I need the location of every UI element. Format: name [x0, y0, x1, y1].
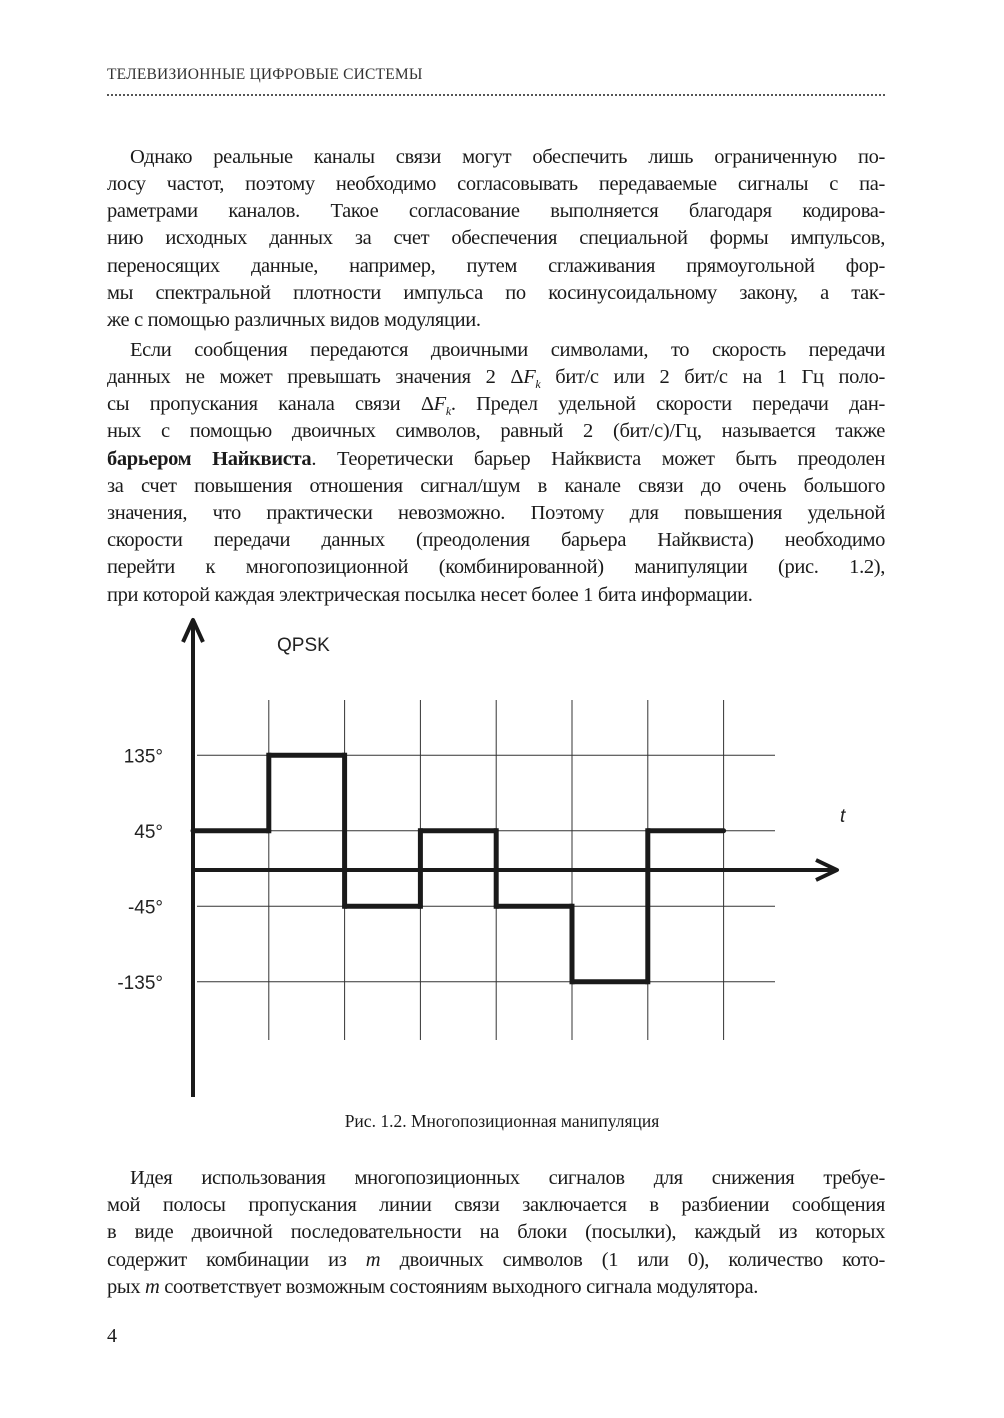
x-axis-arrow-icon [815, 858, 839, 882]
text-line: в виде двоичной последовательности на бл… [107, 1220, 885, 1244]
text-line: перейти к многопозиционной (комбинирован… [107, 555, 885, 579]
text-segment: m [365, 1249, 381, 1271]
text-segment: Однако реальные каналы связи могут обесп… [130, 146, 885, 168]
text-line: же с помощью различных видов модуляции. [107, 308, 885, 332]
text-segment: . Теоретически барьер Найквиста может бы… [311, 448, 885, 470]
text-line: переносящих данные, например, путем сгла… [107, 254, 885, 278]
text-segment: мы спектральной плотности импульса по ко… [107, 282, 885, 304]
text-segment: F [523, 366, 536, 388]
text-line: при которой каждая электрическая посылка… [107, 583, 885, 607]
text-segment: в виде двоичной последовательности на бл… [107, 1221, 885, 1243]
text-line: Идея использования многопозиционных сигн… [130, 1166, 885, 1190]
text-line: ных с помощью двоичных символов, равный … [107, 419, 885, 443]
figure-caption: Рис. 1.2. Многопозиционная манипуляция [344, 1111, 660, 1131]
text-segment: нию исходных данных за счет обеспечения … [107, 227, 885, 249]
text-segment: мой полосы пропускания линии связи заклю… [107, 1194, 885, 1216]
text-line: данных не может превышать значения 2 ΔFk… [107, 365, 886, 392]
text-segment: содержит комбинации из [107, 1249, 366, 1271]
text-line: мы спектральной плотности импульса по ко… [107, 281, 885, 305]
text-segment: ных с помощью двоичных символов, равный … [107, 420, 885, 442]
text-segment: k [445, 404, 451, 419]
text-segment: . Предел удельной скорости передачи дан- [450, 393, 886, 415]
text-line: Если сообщения передаются двоичными симв… [130, 338, 885, 362]
text-segment: m [145, 1276, 160, 1298]
text-line: скорости передачи данных (преодоления ба… [107, 528, 885, 552]
page-number: 4 [107, 1325, 117, 1347]
y-tick-label: 45° [134, 822, 163, 843]
text-line: Однако реальные каналы связи могут обесп… [130, 145, 885, 169]
text-segment: при которой каждая электрическая посылка… [107, 584, 753, 606]
y-tick-label: 135° [124, 746, 163, 767]
text-line: рых m соответствует возможным состояниям… [107, 1275, 885, 1299]
text-segment: Идея использования многопозиционных сигн… [130, 1167, 885, 1189]
text-segment: F [433, 393, 447, 415]
text-line: значения, что практически невозможно. По… [107, 501, 885, 525]
text-segment: k [535, 377, 541, 392]
text-segment: рых [107, 1276, 145, 1298]
text-segment: же с помощью различных видов модуляции. [107, 309, 481, 331]
text-line: барьером Найквиста. Теоретически барьер … [107, 447, 885, 471]
text-segment: за счет повышения отношения сигнал/шум в… [107, 475, 885, 497]
text-segment: скорости передачи данных (преодоления ба… [107, 529, 885, 551]
y-axis-arrow-icon [181, 618, 205, 643]
text-segment: соответствует возможным состояниям выход… [159, 1276, 759, 1298]
text-segment: перейти к многопозиционной (комбинирован… [107, 556, 885, 578]
text-line: нию исходных данных за счет обеспечения … [107, 226, 885, 250]
text-segment: двоичных символов (1 или 0), количество … [380, 1249, 886, 1271]
text-line: содержит комбинации из m двоичных символ… [107, 1248, 885, 1272]
text-segment: значения, что практически невозможно. По… [107, 502, 885, 524]
text-line: мой полосы пропускания линии связи заклю… [107, 1193, 885, 1217]
chart-title: QPSK [277, 635, 330, 656]
header-divider [107, 94, 885, 96]
text-line: лосу частот, поэтому необходимо согласов… [107, 172, 885, 196]
text-segment: раметрами каналов. Такое согласование вы… [107, 200, 885, 222]
x-axis-label: t [840, 806, 846, 827]
text-line: за счет повышения отношения сигнал/шум в… [107, 474, 885, 498]
text-segment: сы пропускания канала связи Δ [107, 393, 434, 415]
text-line: сы пропускания канала связи ΔFk. Предел … [107, 392, 886, 419]
text-segment: данных не может превышать значения 2 Δ [107, 366, 524, 388]
text-segment: переносящих данные, например, путем сгла… [107, 255, 885, 277]
text-segment: барьером Найквиста [107, 448, 312, 470]
y-tick-label: -135° [117, 973, 163, 994]
running-header: ТЕЛЕВИЗИОННЫЕ ЦИФРОВЫЕ СИСТЕМЫ [107, 66, 423, 83]
text-segment: лосу частот, поэтому необходимо согласов… [107, 173, 885, 195]
text-segment: бит/с или 2 бит/с на 1 Гц поло- [540, 366, 886, 388]
text-line: раметрами каналов. Такое согласование вы… [107, 199, 885, 223]
y-tick-label: -45° [128, 897, 163, 918]
text-segment: Если сообщения передаются двоичными симв… [130, 339, 885, 361]
